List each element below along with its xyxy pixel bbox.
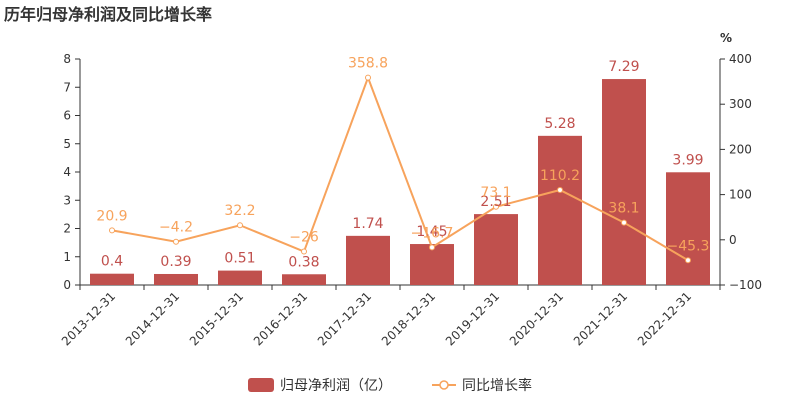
line-value-label: −26 bbox=[289, 230, 319, 246]
bar bbox=[602, 79, 646, 286]
bar-value-label: 0.4 bbox=[101, 254, 123, 270]
bar bbox=[666, 172, 710, 285]
line-series bbox=[109, 74, 691, 264]
left-tick-label: 4 bbox=[63, 165, 71, 179]
line-point bbox=[365, 74, 371, 81]
line-point bbox=[173, 238, 179, 245]
x-tick-label: 2018-12-31 bbox=[379, 289, 438, 348]
left-tick-label: 5 bbox=[63, 137, 71, 151]
line-point bbox=[429, 244, 435, 251]
x-tick-label: 2013-12-31 bbox=[59, 289, 118, 348]
right-tick-label: 100 bbox=[729, 188, 752, 202]
right-tick-label: 0 bbox=[729, 233, 737, 247]
line-point bbox=[109, 227, 115, 234]
x-tick-label: 2017-12-31 bbox=[315, 289, 374, 348]
bar-value-label: 3.99 bbox=[672, 152, 703, 168]
line-value-label: 20.9 bbox=[96, 208, 127, 224]
x-tick-label: 2016-12-31 bbox=[251, 289, 310, 348]
line-point bbox=[493, 203, 499, 210]
line-value-label: 38.1 bbox=[608, 201, 639, 217]
line-value-label: −4.2 bbox=[159, 220, 193, 236]
line-value-label: 358.8 bbox=[348, 56, 388, 72]
left-tick-label: 2 bbox=[63, 222, 71, 236]
x-tick-label: 2019-12-31 bbox=[443, 289, 502, 348]
right-axis-unit: % bbox=[720, 31, 732, 45]
growth-line bbox=[111, 74, 689, 262]
bar bbox=[410, 244, 454, 285]
chart-title: 历年归母净利润及同比增长率 bbox=[4, 5, 212, 24]
right-tick-label: 300 bbox=[729, 97, 752, 111]
line-value-label: 73.1 bbox=[480, 185, 511, 201]
x-tick-label: 2020-12-31 bbox=[507, 289, 566, 348]
legend-label-growth: 同比增长率 bbox=[462, 377, 532, 394]
legend-swatch-bar bbox=[248, 378, 274, 392]
line-point bbox=[301, 248, 307, 255]
right-tick-label: 200 bbox=[729, 142, 752, 156]
left-tick-label: 3 bbox=[63, 193, 71, 207]
left-tick-label: 1 bbox=[63, 250, 71, 264]
bar-value-label: 0.39 bbox=[160, 254, 191, 270]
line-point bbox=[237, 222, 243, 229]
legend[interactable]: 归母净利润（亿） 同比增长率 bbox=[248, 377, 532, 394]
bar bbox=[154, 273, 198, 285]
x-tick-label: 2014-12-31 bbox=[123, 289, 182, 348]
line-value-label: −45.3 bbox=[667, 238, 710, 254]
right-tick-label: −100 bbox=[729, 278, 762, 292]
left-tick-label: 7 bbox=[63, 80, 71, 94]
bar-value-label: 1.74 bbox=[352, 216, 383, 232]
left-tick-label: 8 bbox=[63, 52, 71, 66]
legend-swatch-point bbox=[439, 380, 449, 390]
line-value-label: −16.7 bbox=[411, 225, 454, 241]
legend-item-profit[interactable]: 归母净利润（亿） bbox=[248, 377, 392, 394]
x-tick-label: 2015-12-31 bbox=[187, 289, 246, 348]
bar bbox=[346, 235, 390, 285]
line-value-label: 32.2 bbox=[224, 203, 255, 219]
left-tick-label: 0 bbox=[63, 278, 71, 292]
bar bbox=[538, 135, 582, 285]
line-value-label: 110.2 bbox=[540, 168, 580, 184]
bar-value-label: 5.28 bbox=[544, 116, 575, 132]
legend-label-profit: 归母净利润（亿） bbox=[280, 377, 392, 394]
bar bbox=[90, 273, 134, 285]
bar-value-label: 2.51 bbox=[480, 194, 511, 210]
bar bbox=[282, 274, 326, 285]
bar bbox=[218, 270, 262, 285]
bar-value-label: 0.38 bbox=[288, 254, 319, 270]
bar bbox=[474, 214, 518, 285]
bar-value-label: 7.29 bbox=[608, 59, 639, 75]
legend-item-growth[interactable]: 同比增长率 bbox=[432, 377, 532, 394]
line-point bbox=[685, 257, 691, 264]
line-point bbox=[557, 186, 563, 193]
bar-value-label: 1.45 bbox=[416, 224, 447, 240]
x-tick-label: 2022-12-31 bbox=[635, 289, 694, 348]
data-labels: 0.4 0.39 0.51 0.38 1.74 1.45 2.51 5.28 7.29 3.99 2… bbox=[96, 56, 709, 271]
left-tick-label: 6 bbox=[63, 109, 71, 123]
x-tick-label: 2021-12-31 bbox=[571, 289, 630, 348]
right-tick-label: 400 bbox=[729, 52, 752, 66]
bar-value-label: 0.51 bbox=[224, 251, 255, 267]
line-point bbox=[621, 219, 627, 226]
bar-series bbox=[90, 79, 710, 286]
